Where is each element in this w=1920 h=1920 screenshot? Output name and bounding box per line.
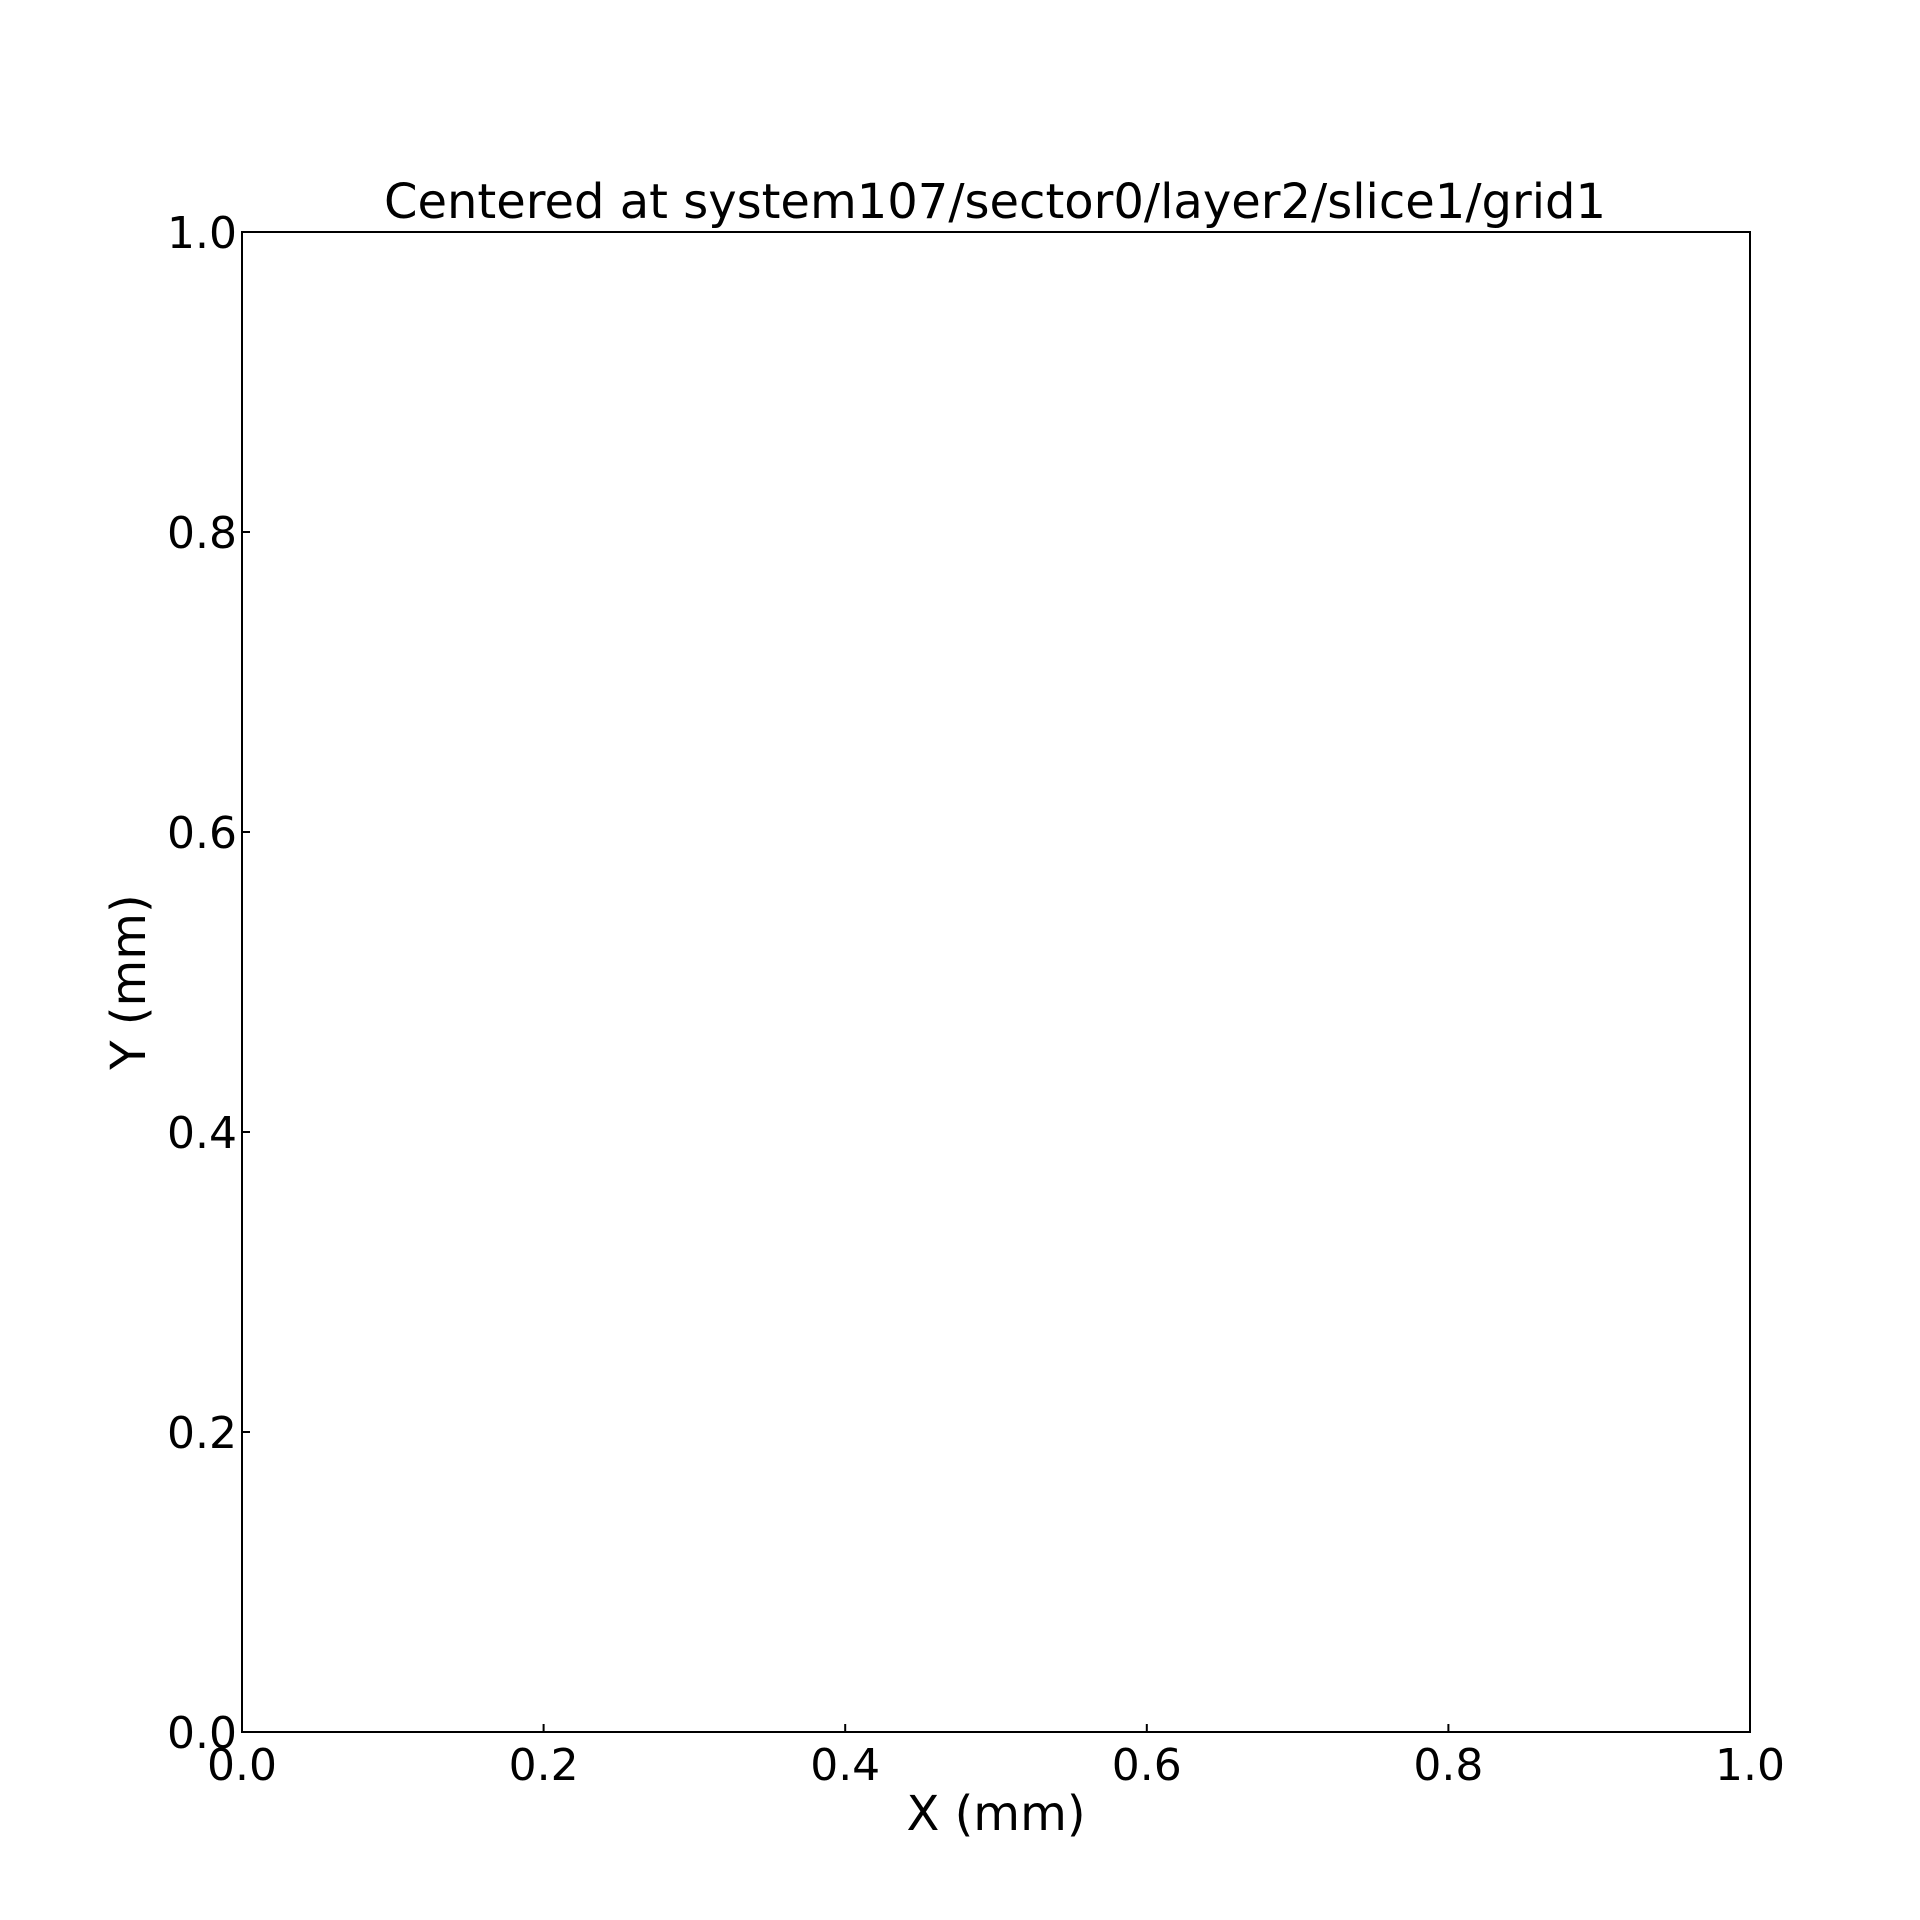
- x-tick-label: 0.4: [810, 1740, 880, 1791]
- plot-area: [241, 231, 1751, 1733]
- y-tick-label: 0.6: [167, 808, 237, 859]
- y-tick-label: 1.0: [167, 208, 237, 259]
- x-tick-label: 0.0: [207, 1740, 277, 1791]
- y-axis-label: Y (mm): [101, 894, 157, 1071]
- x-tick-label: 0.6: [1112, 1740, 1182, 1791]
- y-tick-label: 0.2: [167, 1408, 237, 1459]
- y-tick-label: 0.4: [167, 1108, 237, 1159]
- x-tick-label: 1.0: [1715, 1740, 1785, 1791]
- chart-title: Centered at system107/sector0/layer2/sli…: [384, 174, 1606, 230]
- x-axis-label: X (mm): [906, 1786, 1085, 1842]
- x-tick-label: 0.8: [1413, 1740, 1483, 1791]
- y-tick-label: 0.8: [167, 508, 237, 559]
- y-axis-ticks: 0.0 0.2 0.4 0.6 0.8 1.0: [167, 208, 250, 1759]
- x-tick-label: 0.2: [509, 1740, 579, 1791]
- y-tick-label: 0.0: [167, 1708, 237, 1759]
- x-axis-ticks: 0.0 0.2 0.4 0.6 0.8 1.0: [207, 1724, 1785, 1791]
